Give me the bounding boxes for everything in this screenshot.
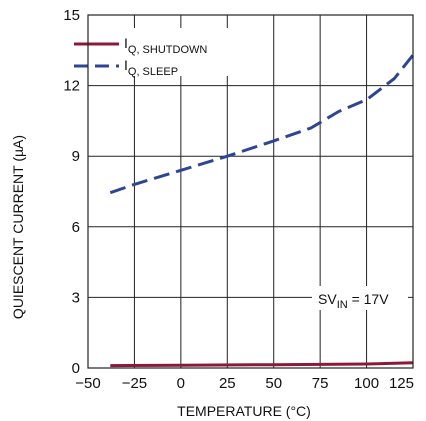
annotation-text: SVIN = 17V xyxy=(318,291,389,311)
plot-frame xyxy=(87,14,414,369)
x-tick-label: −25 xyxy=(122,375,147,392)
x-tick-label: 25 xyxy=(219,375,236,392)
legend: IQ, SHUTDOWN IQ, SLEEP xyxy=(68,28,248,78)
legend-label-shutdown-main: I xyxy=(124,35,128,51)
y-tick-label: 3 xyxy=(72,289,80,306)
x-tick-label: 125 xyxy=(389,375,414,392)
legend-label-shutdown-sub: Q, SHUTDOWN xyxy=(128,44,207,56)
y-tick-label: 0 xyxy=(72,360,80,377)
x-axis-title: TEMPERATURE (°C) xyxy=(177,403,311,419)
y-axis-title: QUIESCENT CURRENT (µA) xyxy=(10,135,26,319)
legend-background xyxy=(68,28,248,76)
y-tick-label: 9 xyxy=(72,148,80,165)
y-tick-label: 12 xyxy=(63,78,80,95)
annotation-main: SV xyxy=(318,291,337,307)
annotation-suffix: = 17V xyxy=(348,291,390,307)
legend-label-sleep-sub: Q, SLEEP xyxy=(128,66,178,78)
legend-label-shutdown: IQ, SHUTDOWN xyxy=(124,35,207,56)
legend-label-sleep: IQ, SLEEP xyxy=(124,57,178,78)
x-tick-label: −50 xyxy=(75,375,100,392)
y-tick-labels: 0 3 6 9 12 15 xyxy=(63,7,80,377)
series-lines xyxy=(109,54,415,368)
annotation-sub: IN xyxy=(337,299,348,311)
legend-label-sleep-main: I xyxy=(124,57,128,73)
x-tick-labels: −50 −25 0 25 50 75 100 125 xyxy=(75,375,414,392)
annotation-background xyxy=(312,286,408,310)
series-line-shutdown xyxy=(110,361,414,368)
y-tick-label: 6 xyxy=(72,219,80,236)
y-tick-label: 15 xyxy=(63,7,80,24)
x-tick-label: 75 xyxy=(312,375,329,392)
annotation: SVIN = 17V xyxy=(312,286,408,311)
series-line-sleep xyxy=(109,54,415,195)
x-tick-label: 50 xyxy=(265,375,282,392)
x-tick-label: 0 xyxy=(177,375,185,392)
x-tick-label: 100 xyxy=(354,375,379,392)
